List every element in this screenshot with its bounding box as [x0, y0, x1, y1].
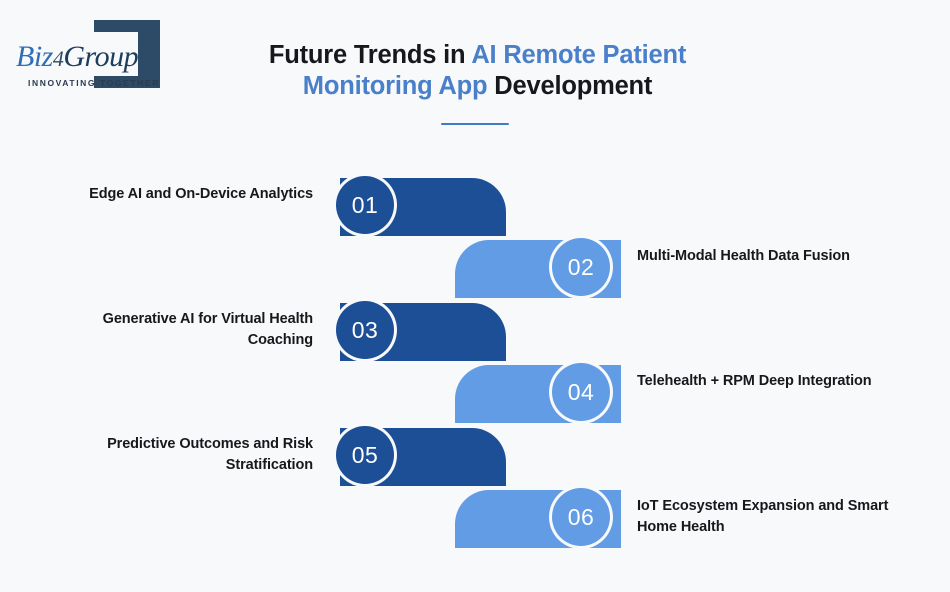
- title-tail: Development: [487, 72, 653, 100]
- trend-row[interactable]: 01 Edge AI and On-Device Analytics: [0, 176, 950, 238]
- title-highlight-one: AI Remote Patient: [471, 41, 687, 69]
- trend-label: Predictive Outcomes and Risk Stratificat…: [107, 436, 313, 473]
- trend-row[interactable]: 06 IoT Ecosystem Expansion and Smart Home…: [0, 488, 950, 550]
- logo-mark-icon: [94, 20, 160, 88]
- logo-word-four: 4: [52, 46, 64, 71]
- trend-number: 01: [351, 191, 379, 218]
- trend-number: 06: [567, 503, 595, 530]
- trend-row[interactable]: 05 Predictive Outcomes and Risk Stratific…: [0, 426, 950, 488]
- logo-mark-notch: [94, 32, 138, 76]
- trend-label: Edge AI and On-Device Analytics: [89, 186, 313, 202]
- logo-tagline: INNOVATING TOGETHER: [28, 78, 160, 88]
- trend-label: IoT Ecosystem Expansion and Smart Home H…: [637, 498, 889, 535]
- trend-label: Multi-Modal Health Data Fusion: [637, 248, 850, 264]
- page-title-text: Future Trends in AI Remote Patient Monit…: [250, 40, 705, 102]
- trend-row[interactable]: 04 Telehealth + RPM Deep Integration: [0, 363, 950, 425]
- trend-row[interactable]: 02 Multi-Modal Health Data Fusion: [0, 238, 950, 300]
- logo-word-biz: Biz: [16, 40, 53, 73]
- brand-logo: Biz4Group INNOVATING TOGETHER: [16, 18, 176, 94]
- trend-number-badge: 05: [336, 426, 394, 484]
- trend-label: Generative AI for Virtual Health Coachin…: [102, 311, 313, 348]
- trend-number-badge: 02: [552, 238, 610, 296]
- logo-word-group: Group: [63, 40, 139, 73]
- title-highlight-two: Monitoring App: [302, 72, 488, 100]
- trend-label: Telehealth + RPM Deep Integration: [637, 373, 872, 389]
- trend-number-badge: 01: [336, 176, 394, 234]
- trend-number-badge: 03: [336, 301, 394, 359]
- trend-number: 05: [351, 441, 379, 468]
- page-title: Future Trends in AI Remote Patient Monit…: [250, 40, 705, 102]
- logo-wordmark: Biz4Group: [16, 40, 139, 74]
- trend-number-badge: 04: [552, 363, 610, 421]
- title-lead: Future Trends in: [268, 41, 472, 69]
- title-underline-divider: [441, 123, 509, 125]
- trend-row[interactable]: 03 Generative AI for Virtual Health Coach…: [0, 301, 950, 363]
- trend-number: 02: [567, 253, 595, 280]
- trend-number: 04: [567, 378, 595, 405]
- trend-number-badge: 06: [552, 488, 610, 546]
- trend-number: 03: [351, 316, 379, 343]
